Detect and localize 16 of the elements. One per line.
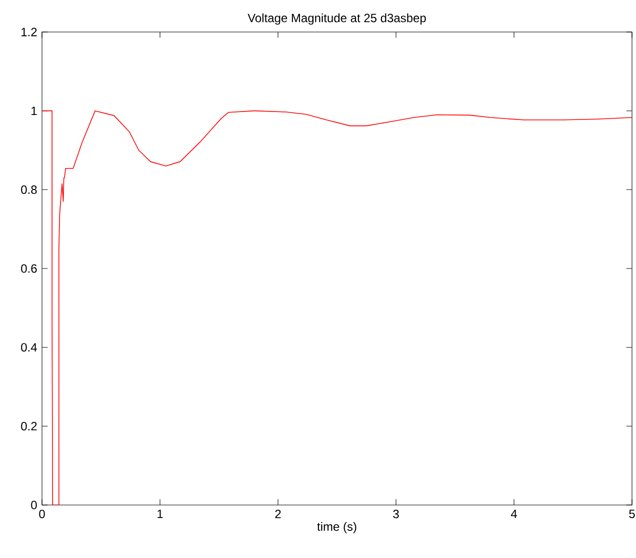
y-tick-label: 1: [32, 106, 37, 115]
line-series: [42, 110, 632, 505]
chart-title: Voltage Magnitude at 25 d3asbep: [248, 13, 426, 25]
y-tick-label: 0.8: [21, 185, 37, 194]
y-tick-label: 0.2: [21, 422, 37, 430]
x-tick-label: 3: [393, 510, 399, 518]
x-tick-label: 2: [275, 510, 281, 518]
y-tick-label: 0: [31, 500, 37, 510]
x-tick-label: 1: [158, 510, 163, 518]
y-tick-label: 1.2: [22, 28, 37, 36]
x-axis-title: time (s): [317, 522, 356, 534]
x-tick-label: 5: [629, 510, 635, 518]
x-tick-label: 4: [510, 510, 517, 518]
x-tick-label: 0: [39, 510, 45, 518]
y-tick-label: 0.6: [21, 264, 37, 273]
y-tick-label: 0.4: [21, 343, 37, 352]
